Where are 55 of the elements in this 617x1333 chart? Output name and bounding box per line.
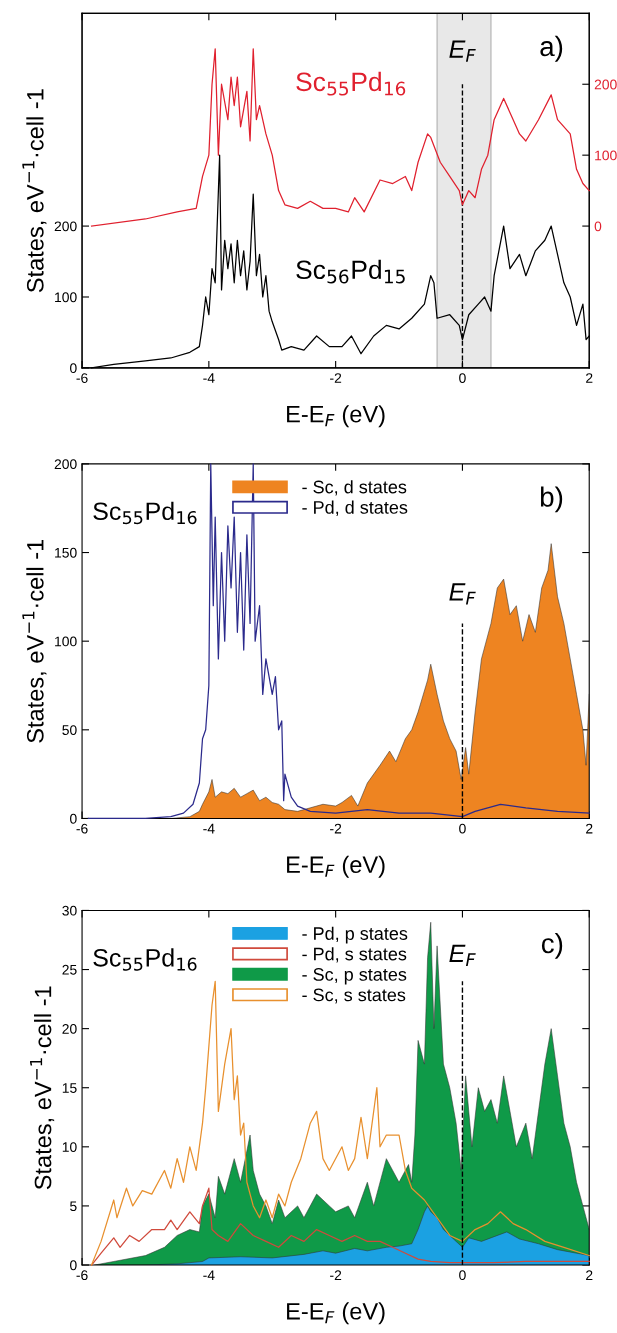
legend-label: - Sc, s states: [302, 988, 406, 1004]
x-tick-label: -6: [76, 373, 88, 383]
annotation: Sc$_{55}$Pd$_{16}$: [93, 948, 197, 971]
y-axis-title: States, eV$^{−1}$·cell -1: [22, 539, 47, 743]
y-tick-label: 0: [70, 1260, 77, 1271]
legend-label: - Sc, p states: [302, 968, 407, 985]
x-tick-label: 0: [459, 373, 466, 383]
annotation: Sc$_{55}$Pd$_{16}$: [93, 501, 197, 525]
legend-label: - Pd, s states: [302, 947, 407, 963]
ref-line-label: E$_{F}$: [449, 583, 476, 605]
x-tick-label: -2: [330, 823, 342, 834]
y2-tick-label: 0: [594, 221, 602, 232]
x-tick-label: 2: [586, 823, 593, 834]
annotation: b): [540, 486, 563, 513]
x-tick-label: -6: [76, 823, 88, 834]
y-tick-label: 25: [62, 964, 77, 975]
legend-label: - Pd, p states: [302, 926, 408, 944]
x-tick-label: -2: [330, 373, 342, 383]
legend-label: - Pd, d states: [302, 500, 408, 516]
y-tick-label: 100: [55, 292, 77, 303]
x-tick-label: 0: [459, 823, 466, 834]
y-tick-label: 200: [54, 221, 77, 232]
x-tick-label: -4: [203, 373, 215, 383]
y-tick-label: 20: [62, 1023, 77, 1034]
y-tick-label: 150: [55, 547, 77, 558]
ref-line-label: E$_{F}$: [449, 40, 476, 62]
ref-line-label: E$_{F}$: [449, 944, 476, 967]
x-axis-title: E-E$_{F}$ (eV): [287, 855, 385, 878]
x-tick-label: -6: [76, 1270, 88, 1281]
x-axis-title: E-E$_{F}$ (eV): [287, 405, 385, 428]
y-tick-label: 50: [62, 725, 77, 735]
y-tick-label: 30: [62, 905, 77, 916]
x-tick-label: 2: [586, 1270, 593, 1280]
y-tick-label: 0: [70, 363, 77, 374]
x-tick-label: -4: [203, 823, 215, 834]
y-tick-label: 15: [62, 1083, 77, 1093]
y-tick-label: 0: [70, 813, 77, 824]
y2-tick-label: 200: [594, 79, 617, 90]
y-tick-label: 5: [70, 1201, 77, 1212]
legend-label: - Sc, d states: [302, 480, 407, 496]
x-tick-label: -2: [330, 1270, 342, 1280]
x-tick-label: 2: [586, 373, 593, 383]
series-label: Sc$_{56}$Pd$_{15}$: [296, 259, 405, 284]
y-tick-label: 100: [55, 636, 77, 647]
y2-tick-label: 100: [595, 150, 617, 161]
y-tick-label: 10: [62, 1142, 77, 1152]
x-axis-title: E-E$_{F}$ (eV): [287, 1302, 385, 1325]
annotation: c): [541, 932, 563, 959]
y-tick-label: 200: [54, 459, 77, 470]
y-axis-title: States, eV$^{−1}$·cell -1: [22, 89, 47, 293]
x-tick-label: -4: [203, 1270, 215, 1280]
x-tick-label: 0: [459, 1270, 466, 1281]
series-label: Sc$_{55}$Pd$_{16}$: [296, 71, 406, 96]
y-axis-title: States, eV$^{−1}$·cell -1: [30, 986, 55, 1190]
annotation: a): [540, 35, 563, 62]
